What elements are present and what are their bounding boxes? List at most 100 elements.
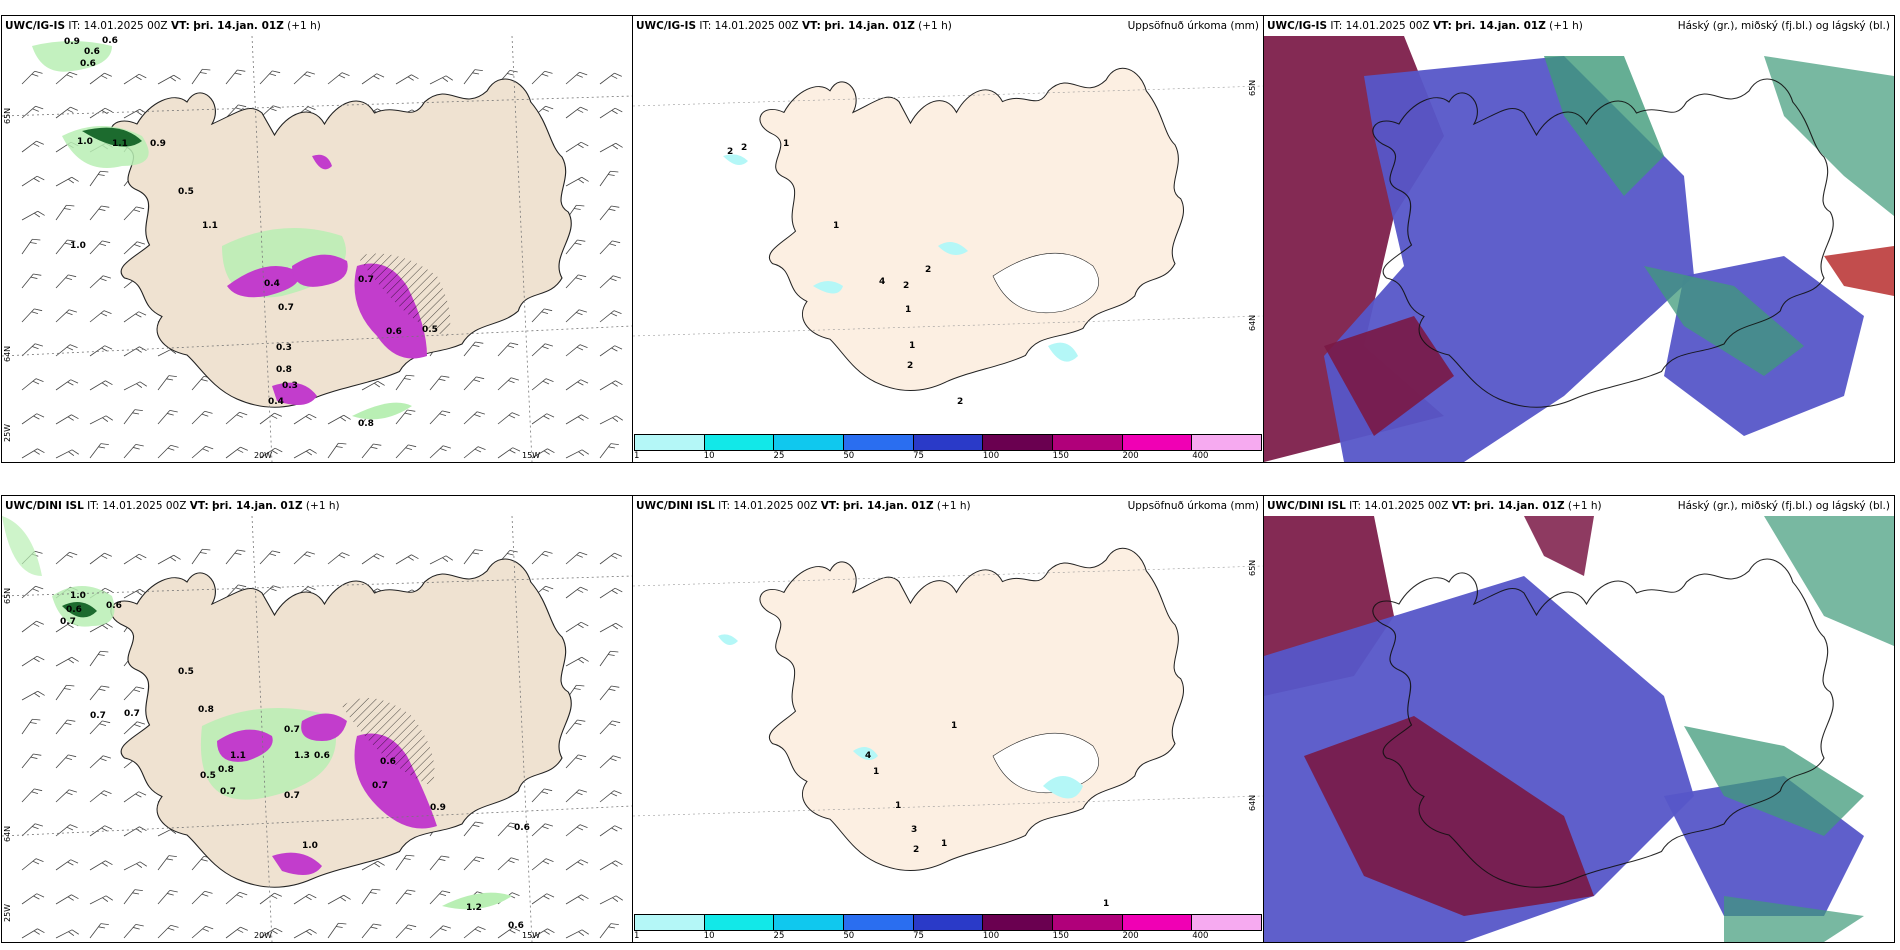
grid-label-lat2: 64N xyxy=(3,346,12,362)
colorbar: 1 10 25 50 75 100 150 200 400 xyxy=(633,912,1263,942)
wind-barb xyxy=(531,375,554,396)
vt-label: VT: xyxy=(1432,20,1452,32)
vt-value: þri. 14.jan. 01Z xyxy=(1455,20,1546,32)
it-label: IT: xyxy=(68,20,81,32)
wind-barb xyxy=(293,446,318,462)
wind-barb xyxy=(191,888,213,910)
value-label: 0.7 xyxy=(372,781,388,791)
value-label: 2 xyxy=(903,281,909,291)
value-label: 1 xyxy=(1103,899,1109,909)
wind-barb xyxy=(89,272,112,294)
wind-barb xyxy=(89,920,110,942)
colorbar-swatch xyxy=(1122,915,1193,930)
colorbar-swatch xyxy=(983,915,1054,930)
wind-barb xyxy=(21,653,45,673)
offset: (+1 h) xyxy=(936,500,971,512)
wind-barb xyxy=(327,412,352,431)
wind-barb xyxy=(429,852,450,875)
panel-bottom-left: UWC/DINI ISL IT: 14.01.2025 00Z VT: þri.… xyxy=(1,495,633,943)
wind-barb xyxy=(565,412,589,431)
wind-barb xyxy=(225,66,246,89)
wind-barb xyxy=(599,620,624,639)
wind-barb xyxy=(55,654,80,673)
wind-barb xyxy=(429,442,452,462)
value-label: 4 xyxy=(865,751,871,761)
wind-barb xyxy=(89,717,111,740)
colorbar-tick: 150 xyxy=(1052,451,1069,461)
wind-barb xyxy=(21,270,42,293)
wind-barb xyxy=(157,852,178,875)
wind-barb xyxy=(565,584,589,604)
wind-barb xyxy=(123,379,148,397)
wind-barb xyxy=(123,920,145,942)
wind-barb xyxy=(225,409,248,430)
wind-barb xyxy=(463,818,484,841)
offset: (+1 h) xyxy=(1549,20,1583,32)
map-wind-precip: 65N 64N 20W 15W 25W 0.9 0.6 0.6 0.6 1.0 … xyxy=(2,35,632,462)
wind-barb xyxy=(157,406,179,429)
grid-label-lat1: 65N xyxy=(1248,560,1257,576)
it-label: IT: xyxy=(718,500,731,512)
wind-barb xyxy=(565,786,588,808)
wind-barb xyxy=(259,890,283,910)
colorbar-tick: 1 xyxy=(634,931,640,941)
wind-barb xyxy=(157,72,182,91)
it-value: 14.01.2025 00Z xyxy=(83,20,168,32)
value-label: 0.6 xyxy=(66,605,82,615)
wind-barb xyxy=(565,927,590,942)
colorbar-swatch xyxy=(844,435,914,450)
colorbar-tick: 100 xyxy=(982,451,1000,461)
grid-label-lat1: 65N xyxy=(3,588,12,604)
wind-barb xyxy=(361,550,385,571)
wind-barb xyxy=(599,550,623,570)
offset: (+1 h) xyxy=(918,20,952,32)
wind-barb xyxy=(565,376,589,397)
wind-barb xyxy=(565,174,590,193)
value-label: 1 xyxy=(833,221,839,231)
value-label: 0.7 xyxy=(60,617,76,627)
it-label: IT: xyxy=(87,500,100,512)
wind-barb xyxy=(395,441,417,462)
value-label: 0.5 xyxy=(178,187,194,197)
wind-barb xyxy=(89,682,110,705)
vt-value: þri. 14.jan. 01Z xyxy=(824,20,915,32)
value-label: 1.0 xyxy=(70,241,86,251)
wind-barb xyxy=(55,821,78,842)
vt-label: VT: xyxy=(820,500,840,512)
wind-barb xyxy=(565,341,588,362)
colorbar-tick: 150 xyxy=(1052,931,1069,941)
wind-barb xyxy=(89,378,113,397)
colorbar-swatch xyxy=(635,435,705,450)
wind-barb xyxy=(55,892,79,911)
wind-barb xyxy=(599,858,623,877)
wind-barb xyxy=(361,440,382,462)
wind-barb xyxy=(55,412,79,431)
value-label: 0.4 xyxy=(268,397,284,407)
value-label: 0.9 xyxy=(430,803,446,813)
colorbar-swatch xyxy=(1053,435,1123,450)
wind-barb xyxy=(89,105,113,125)
colorbar-tick: 200 xyxy=(1122,451,1139,461)
wind-barb xyxy=(565,821,588,842)
wind-barb xyxy=(89,167,109,191)
wind-barb xyxy=(225,444,249,462)
wind-barb xyxy=(327,919,347,942)
wind-barb xyxy=(21,785,43,808)
wind-barb xyxy=(599,105,623,125)
grid-label-lat2: 64N xyxy=(1248,315,1257,331)
wind-barb xyxy=(497,444,521,462)
value-label: 0.7 xyxy=(278,303,294,313)
wind-barb xyxy=(395,371,415,395)
wind-barb xyxy=(565,236,586,259)
wind-barb xyxy=(89,342,113,363)
value-label: 1 xyxy=(895,801,901,811)
value-label: 0.8 xyxy=(276,365,292,375)
wind-barb xyxy=(565,447,590,462)
value-label: 0.7 xyxy=(90,711,106,721)
value-label: 0.3 xyxy=(276,343,292,353)
wind-barb xyxy=(89,893,114,911)
it-value: 14.01.2025 00Z xyxy=(1364,500,1449,512)
wind-barb xyxy=(531,68,553,90)
wind-barb xyxy=(599,237,621,260)
wind-barb xyxy=(531,548,553,570)
